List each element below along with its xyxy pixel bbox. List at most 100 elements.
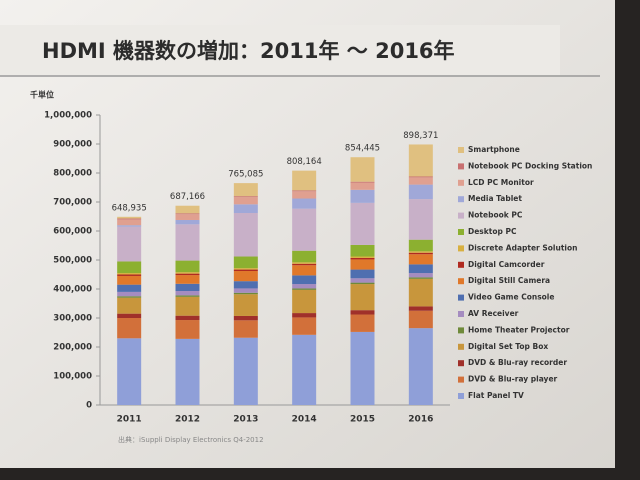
bar-segment — [117, 273, 142, 275]
y-tick-label: 0 — [86, 401, 92, 411]
bar-segment — [117, 318, 142, 339]
legend-swatch — [458, 163, 464, 170]
legend-label: Digital Still Camera — [468, 276, 550, 285]
y-tick-label: 100,000 — [53, 372, 92, 382]
bar-segment — [292, 250, 317, 263]
legend-label: Flat Panel TV — [468, 391, 524, 400]
bar-segment — [175, 296, 200, 316]
legend-swatch — [458, 294, 464, 301]
bar-segment — [408, 177, 433, 185]
bar-segment — [233, 320, 258, 338]
bar-segment — [350, 182, 375, 190]
bar-segment — [117, 284, 142, 292]
x-tick-label: 2011 — [117, 415, 142, 425]
legend-swatch — [458, 196, 464, 203]
legend-swatch — [458, 147, 464, 153]
legend-swatch — [458, 376, 464, 383]
legend-label: Media Tablet — [468, 194, 522, 203]
bar-segment — [233, 196, 258, 198]
legend-swatch — [458, 311, 464, 317]
total-label: 854,445 — [345, 144, 380, 154]
bar-segment — [233, 281, 258, 289]
bar-segment — [233, 315, 258, 321]
bar-segment — [292, 198, 317, 209]
bar-segment — [292, 262, 317, 264]
bar-segment — [408, 273, 433, 278]
bar-segment — [117, 313, 142, 318]
y-tick-label: 900,000 — [53, 140, 92, 150]
legend-label: Home Theater Projector — [468, 325, 570, 334]
bar-segment — [292, 313, 317, 318]
bar-segment — [408, 176, 433, 178]
legend-label: DVD & Blu-ray player — [468, 375, 558, 384]
x-tick-label: 2015 — [350, 415, 375, 425]
bar-segment — [175, 291, 200, 296]
bar-segment — [233, 183, 258, 197]
bar-segment — [408, 328, 433, 405]
bar-segment — [408, 306, 433, 311]
legend-label: DVD & Blu-ray recorder — [468, 358, 567, 367]
bar-segment — [350, 310, 375, 315]
y-tick-label: 400,000 — [53, 285, 92, 295]
bar-segment — [175, 338, 200, 405]
bar-segment — [292, 334, 317, 405]
title-band — [0, 25, 560, 75]
bar-segment — [117, 291, 142, 297]
x-tick-label: 2016 — [408, 415, 433, 425]
bar-segment — [408, 144, 433, 177]
bar-segment — [117, 218, 142, 220]
y-tick-label: 500,000 — [53, 256, 92, 266]
bar-segment — [117, 274, 142, 276]
legend-label: Discrete Adapter Solution — [468, 243, 577, 252]
bar-segment — [117, 338, 142, 405]
bar-segment — [292, 288, 317, 290]
bar-segment — [350, 189, 375, 203]
bar-segment — [175, 272, 200, 274]
bar-segment — [292, 284, 317, 289]
bar-segment — [117, 225, 142, 227]
bar-segment — [175, 315, 200, 321]
bar-segment — [350, 331, 375, 405]
bar-segment — [117, 216, 142, 219]
bar-segment — [233, 197, 258, 205]
bar-segment — [233, 269, 258, 272]
bar-segment — [292, 265, 317, 276]
bar-segment — [233, 337, 258, 405]
legend-label: Notebook PC Docking Station — [468, 161, 592, 170]
bar-segment — [292, 289, 317, 314]
bar-segment — [292, 275, 317, 285]
legend-label: AV Receiver — [468, 309, 519, 318]
legend-label: Video Game Console — [468, 293, 554, 302]
bar-segment — [350, 202, 375, 245]
legend-swatch — [458, 278, 464, 285]
x-tick-label: 2012 — [175, 415, 200, 425]
legend-swatch — [458, 393, 464, 399]
legend-swatch — [458, 179, 464, 186]
y-tick-label: 600,000 — [53, 227, 92, 237]
chart-title: HDMI 機器数の増加：2011年 ～ 2016年 — [42, 39, 455, 63]
legend-label: Digital Camcorder — [468, 260, 545, 269]
legend-label: LCD PC Monitor — [468, 178, 534, 187]
bar-segment — [408, 239, 433, 252]
bar-segment — [292, 317, 317, 335]
bar-segment — [408, 254, 433, 265]
y-tick-label: 1,000,000 — [44, 111, 92, 121]
source: 出典：iSuppli Display Electronics Q4-2012 — [118, 435, 264, 444]
bar-segment — [408, 252, 433, 255]
total-label: 687,166 — [170, 192, 205, 202]
bar-segment — [350, 284, 375, 311]
total-label: 648,935 — [112, 203, 147, 213]
bar-segment — [233, 256, 258, 269]
y-tick-label: 300,000 — [53, 314, 92, 324]
y-unit: 千単位 — [30, 90, 54, 100]
legend-swatch — [458, 261, 464, 268]
bar-segment — [233, 288, 258, 293]
x-tick-label: 2014 — [292, 415, 317, 425]
bar-segment — [350, 256, 375, 258]
bar-segment — [350, 257, 375, 260]
bar-segment — [117, 275, 142, 285]
bar-segment — [292, 170, 317, 191]
bar-segment — [350, 181, 375, 183]
bar-segment — [117, 226, 142, 262]
legend-label: Notebook PC — [468, 211, 523, 220]
